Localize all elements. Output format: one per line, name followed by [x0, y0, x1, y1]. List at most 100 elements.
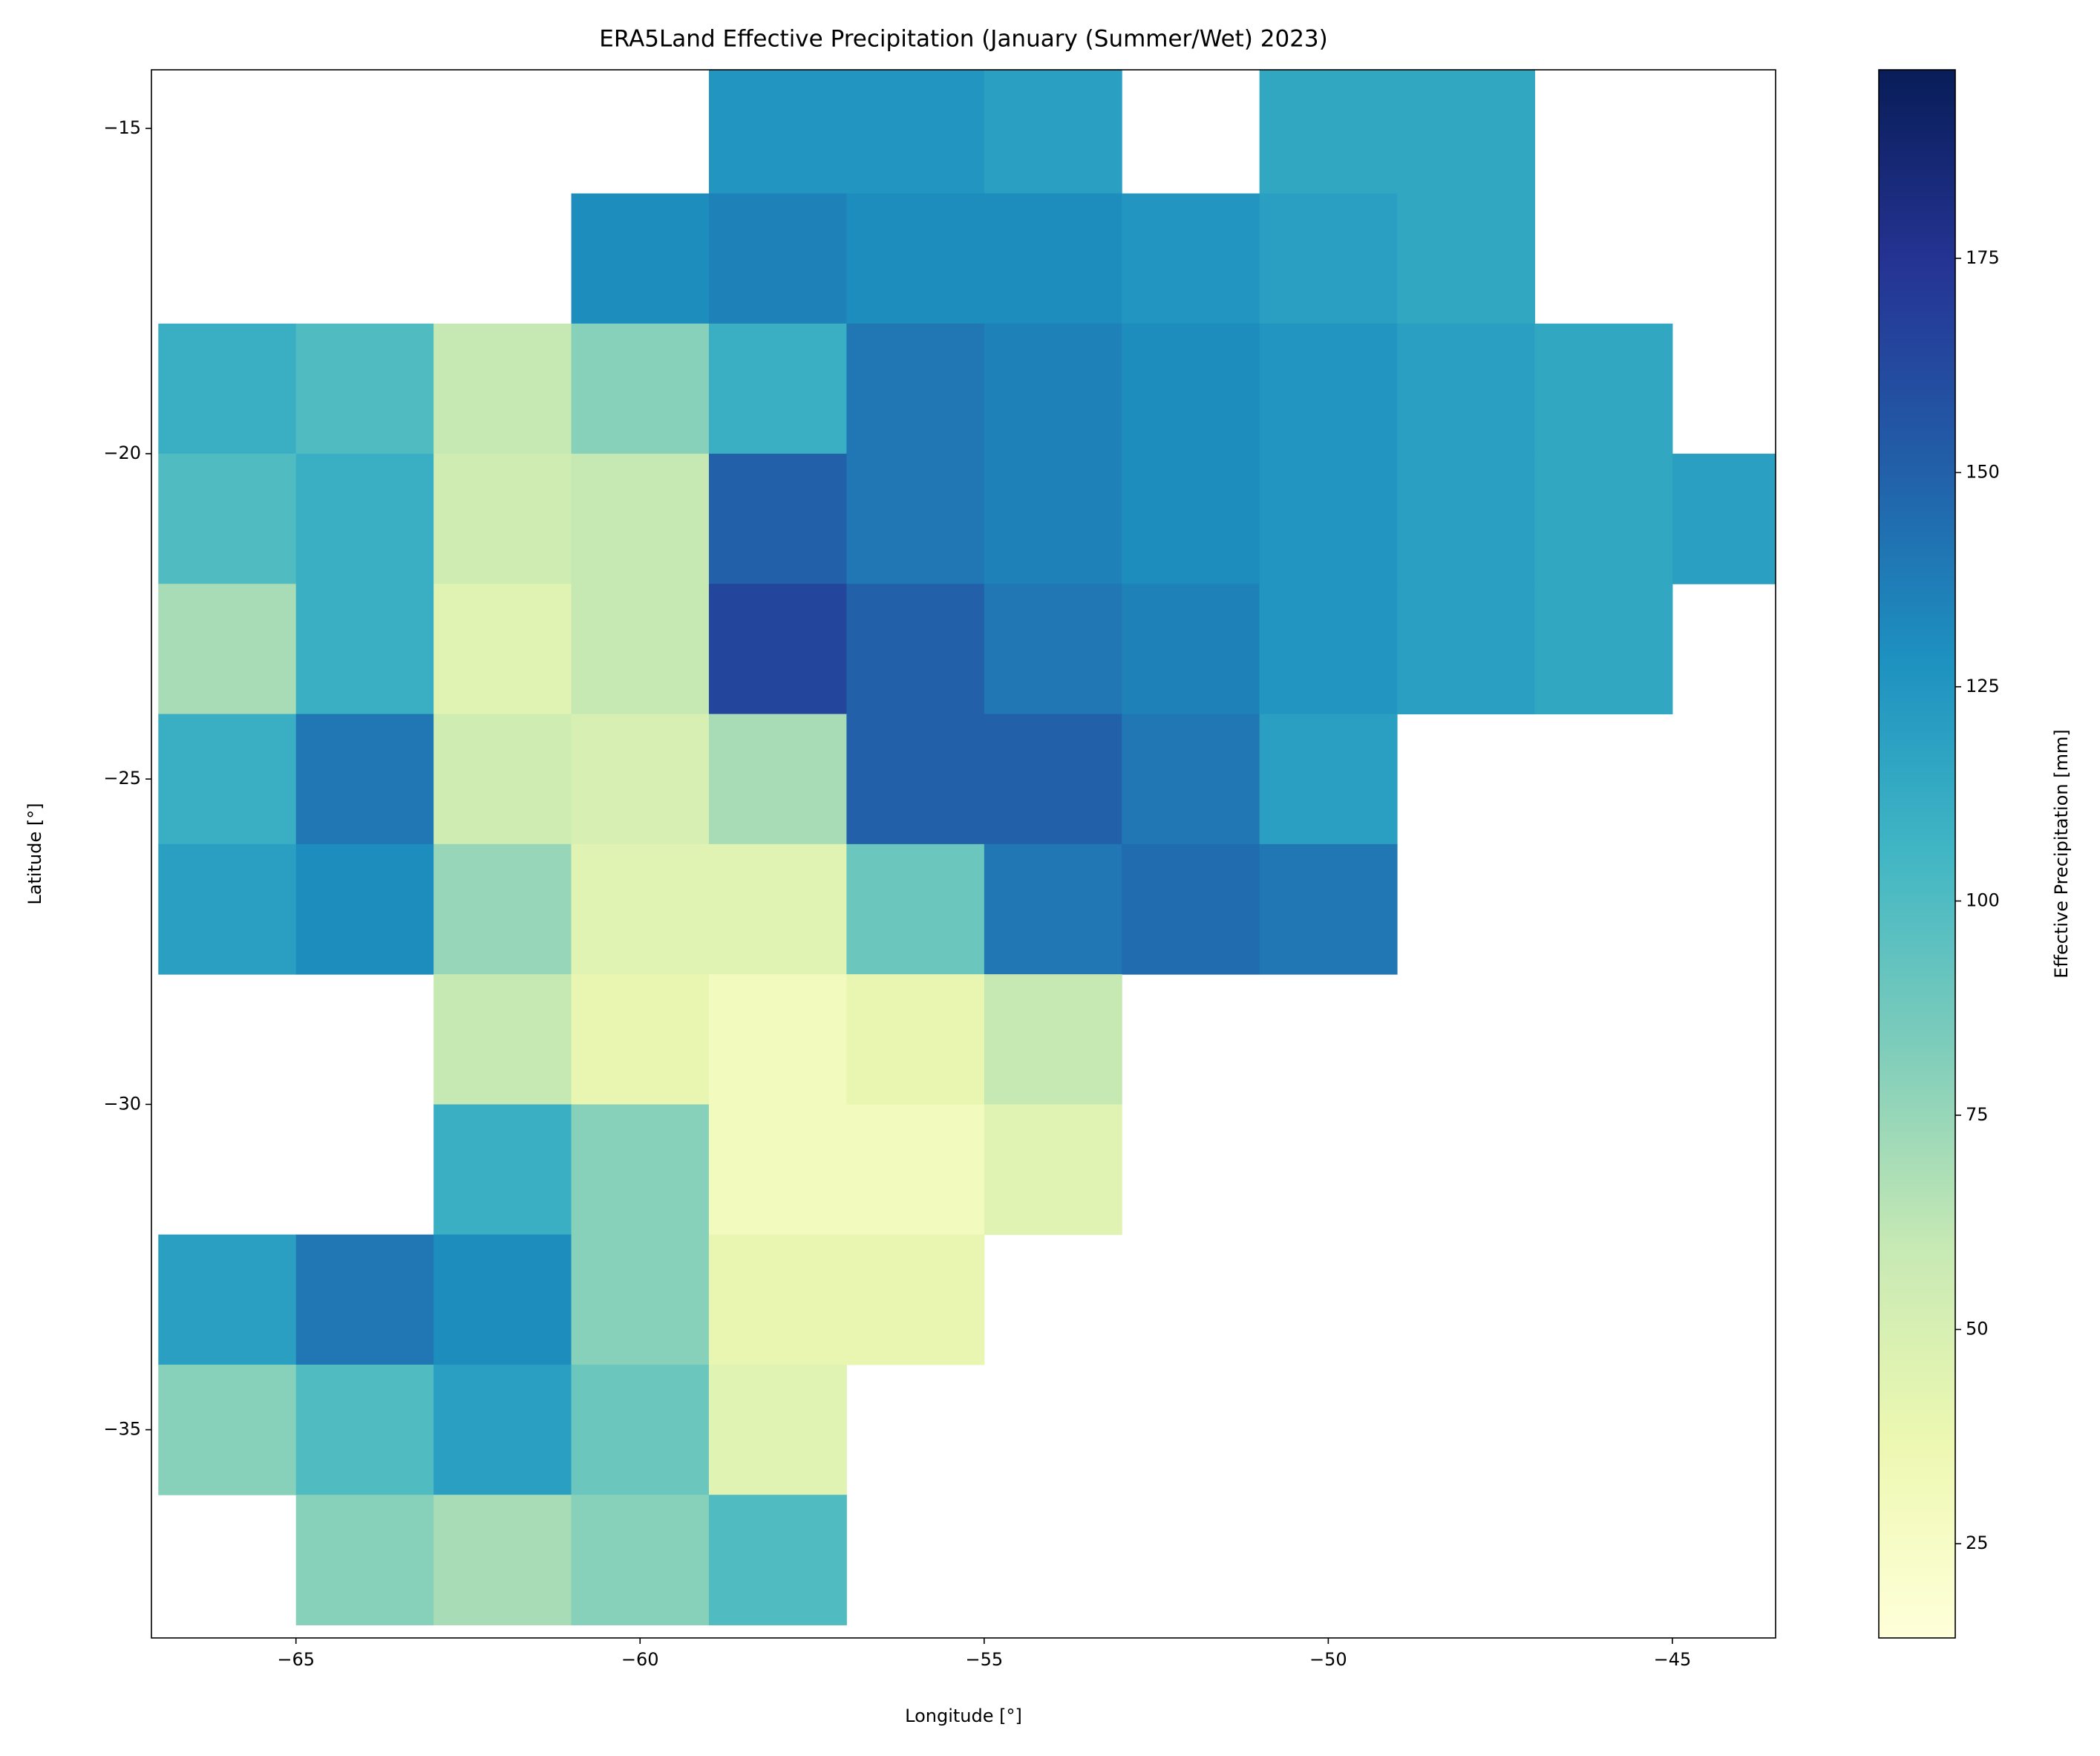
y-tick-label: −30	[103, 1093, 141, 1114]
heat-cell	[571, 323, 710, 454]
x-tick-label: −45	[1654, 1649, 1692, 1670]
heat-cell	[846, 714, 985, 845]
heat-cell	[1397, 70, 1536, 195]
heat-cell	[295, 714, 434, 845]
heat-cell	[984, 70, 1122, 195]
heat-cell	[984, 843, 1122, 975]
plot-frame	[151, 69, 1776, 1639]
heat-cell	[708, 714, 847, 845]
heat-cell	[571, 714, 710, 845]
heat-cell	[571, 1364, 710, 1495]
heat-cell	[571, 1234, 710, 1365]
heat-cell	[1122, 454, 1260, 584]
colorbar-tick-label: 150	[1966, 461, 2000, 482]
heat-cell	[846, 843, 985, 975]
heat-cell	[571, 843, 710, 975]
colorbar-label: Effective Precipitation [mm]	[2051, 729, 2072, 978]
heat-cell	[708, 454, 847, 584]
heat-cell	[1397, 584, 1536, 715]
heat-cell	[295, 584, 434, 715]
y-tick-label: −25	[103, 768, 141, 789]
heat-cell	[158, 1234, 297, 1365]
colorbar-tick-label: 75	[1966, 1104, 1989, 1125]
heat-cell	[1397, 454, 1536, 584]
heat-cell	[708, 1364, 847, 1495]
heat-cell	[158, 714, 297, 845]
heat-cell	[295, 1234, 434, 1365]
heat-cell	[1259, 454, 1398, 584]
heat-cell	[1672, 454, 1776, 584]
heat-cell	[846, 193, 985, 324]
heat-cell	[846, 454, 985, 584]
y-tick-label: −35	[103, 1419, 141, 1440]
heat-cell	[984, 323, 1122, 454]
heat-cell	[708, 323, 847, 454]
heat-cell	[1397, 193, 1536, 324]
heat-cell	[846, 1234, 985, 1365]
colorbar-tick-label: 100	[1966, 890, 2000, 910]
heat-cell	[571, 1104, 710, 1236]
heat-cell	[708, 584, 847, 715]
x-tick-label: −60	[621, 1649, 659, 1670]
heat-cell	[708, 843, 847, 975]
heat-cell	[571, 974, 710, 1105]
heat-cell	[571, 1495, 710, 1625]
heat-cell	[434, 1495, 572, 1625]
heat-cell	[708, 1104, 847, 1236]
heat-cell	[434, 454, 572, 584]
heat-cell	[1259, 714, 1398, 845]
heat-cell	[434, 974, 572, 1105]
heat-cell	[846, 974, 985, 1105]
heat-cell	[708, 1234, 847, 1365]
heat-cell	[1122, 193, 1260, 324]
heat-cell	[295, 843, 434, 975]
heat-cell	[158, 323, 297, 454]
colorbar-tick-label: 125	[1966, 676, 2000, 696]
heat-cell	[434, 843, 572, 975]
heat-cell	[708, 1495, 847, 1625]
heat-cell	[708, 70, 847, 195]
heat-cell	[1259, 70, 1398, 195]
heat-cell	[434, 714, 572, 845]
heat-cell	[846, 70, 985, 195]
chart-title: ERA5Land Effective Precipitation (Januar…	[599, 26, 1328, 53]
heat-cell	[1122, 714, 1260, 845]
heat-cell	[708, 193, 847, 324]
heat-cell	[1397, 323, 1536, 454]
heat-cell	[434, 584, 572, 715]
colorbar-tick-label: 50	[1966, 1319, 1989, 1339]
x-tick-label: −50	[1309, 1649, 1347, 1670]
colorbar-tick-label: 25	[1966, 1533, 1989, 1553]
heat-cell	[1122, 584, 1260, 715]
heat-cell	[984, 584, 1122, 715]
heat-cell	[434, 323, 572, 454]
heat-cell	[295, 1364, 434, 1495]
heat-cell	[295, 1495, 434, 1625]
x-tick-label: −65	[277, 1649, 315, 1670]
heat-cell	[846, 323, 985, 454]
colorbar-tick-label: 175	[1966, 247, 2000, 268]
heat-cell	[984, 1104, 1122, 1236]
x-axis-label: Longitude [°]	[905, 1706, 1022, 1726]
heat-cell	[434, 1364, 572, 1495]
heat-cell	[158, 584, 297, 715]
heat-cell	[1534, 584, 1673, 715]
heat-cell	[158, 843, 297, 975]
heat-cell	[846, 584, 985, 715]
heat-cell	[158, 1364, 297, 1495]
heatmap	[158, 70, 1776, 1625]
heat-cell	[984, 714, 1122, 845]
heat-cell	[571, 193, 710, 324]
heat-cell	[571, 454, 710, 584]
heat-cell	[295, 454, 434, 584]
heat-cell	[708, 974, 847, 1105]
heat-cell	[1259, 843, 1398, 975]
heat-cell	[1259, 323, 1398, 454]
heat-cell	[1122, 843, 1260, 975]
heat-cell	[158, 454, 297, 584]
y-axis-label: Latitude [°]	[24, 803, 45, 904]
heat-cell	[984, 193, 1122, 324]
heat-cell	[1122, 323, 1260, 454]
y-tick-label: −15	[103, 117, 141, 138]
x-tick-label: −55	[965, 1649, 1003, 1670]
